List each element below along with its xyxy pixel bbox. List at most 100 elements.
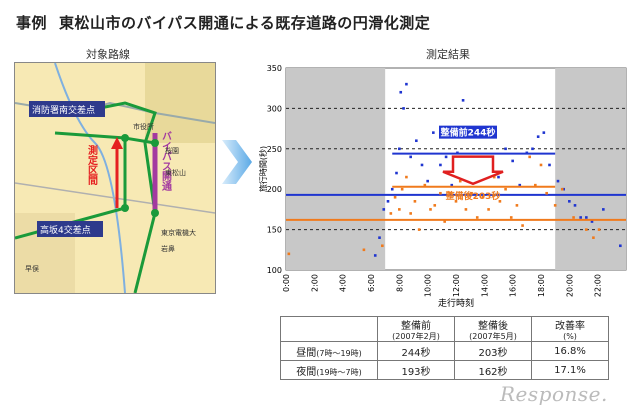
series-0-point [461,99,465,102]
place-label-6: 早俣 [25,264,39,273]
y-axis-label: 旅行時間(秒) [258,146,268,192]
map-road-green-2 [54,131,156,145]
series-0-point [439,163,442,167]
y-tick-label: 200 [267,185,282,194]
series-0-point [415,139,418,143]
series-0-point [531,147,534,151]
table-header-cell: 整備前 (2007年2月) [377,316,455,342]
series-0-point [390,187,394,191]
place-label-4: 東京電機大 [161,228,196,237]
series-0-point [405,82,408,86]
series-1-point [521,224,524,227]
map-area-patch [145,63,215,143]
table-cell: 162秒 [454,360,532,380]
series-1-point [449,191,452,195]
section-label: 測定区間 [86,144,98,186]
map-node-1 [121,134,129,142]
series-1-point [393,195,397,199]
x-tick-label: 10:00 [424,274,433,297]
series-1-point [487,208,490,211]
night-shade-0 [286,68,386,270]
series-0-point [432,131,435,134]
before-label-bg [439,125,497,139]
series-1-point [433,204,437,207]
series-0-point [556,179,560,183]
series-0-point [399,90,403,94]
series-0-point [386,200,390,203]
chevron-right-icon [222,140,252,184]
x-tick-label: 18:00 [537,274,546,297]
down-arrow-icon [442,155,504,186]
series-0-point [573,204,577,207]
bypass-label: バイパス開通 [160,131,172,192]
series-1-point [443,220,446,223]
place-label-3: 東松山 [165,168,186,177]
table-cell: 193秒 [377,360,455,380]
map-node-3 [121,204,129,212]
series-1-point [405,175,408,179]
fire-station-label-bg [29,101,105,117]
title-text: 東松山市のバイパス開通による既存道路の円滑化測定 [59,14,431,32]
series-1-point [492,175,496,179]
series-0-point [619,244,622,248]
series-1-point [592,236,595,239]
fire-station-label: 消防署南交差点 [32,104,95,116]
series-0-point [518,183,522,187]
series-1-point [423,183,427,187]
series-1-point [475,216,479,219]
series-0-point [511,159,514,163]
results-table: 整備前 (2007年2月) 整備後 (2007年5月) 改善率 (%) 昼間(7時〜1… [280,316,609,380]
y-tick-label: 300 [267,104,282,113]
x-tick-label: 4:00 [339,274,348,292]
series-1-point [553,204,557,207]
series-1-point [504,187,507,191]
x-tick-label: 22:00 [594,274,603,297]
table-row: 夜間(19時〜7時) 193秒 162秒 17.1% [280,360,609,380]
series-1-point [464,208,468,211]
map-node-4 [151,209,159,217]
series-1-point [528,155,531,159]
place-label-2: 桜園 [165,146,179,155]
x-tick-label: 0:00 [282,274,291,292]
series-0-point [426,179,429,183]
map-canvas: 消防署南交差点 高坂4交差点 測定区間 バイパス開通 市役所 桜園 東松山 東京… [15,63,215,293]
place-label-1: 市役所 [133,122,154,131]
page-title: 事例 東松山市のバイパス開通による既存道路の円滑化測定 [16,12,430,33]
before-label: 整備前244秒 [440,127,496,139]
series-1-point [413,200,417,203]
table-header-cell [280,316,378,342]
series-0-point [373,254,377,257]
map-road-green [74,101,157,293]
series-1-point [362,248,366,252]
series-1-point [409,212,412,215]
series-0-point [562,187,565,191]
series-1-point [417,228,421,231]
series-0-point [568,200,571,203]
series-1-point [389,212,393,215]
series-1-point [287,252,291,256]
series-0-point [497,175,500,179]
y-tick-label: 100 [267,266,282,275]
map-railway [15,182,215,214]
x-tick-label: 2:00 [310,274,319,292]
x-axis-label: 走行時刻 [438,297,474,308]
series-1-point [398,208,401,211]
place-label-5: 岩鼻 [161,244,175,253]
y-tick-label: 350 [267,64,282,73]
after-label: 整備後203秒 [445,190,501,202]
series-1-point [560,187,564,191]
y-tick-label: 250 [267,145,282,154]
series-1-point [429,208,432,211]
table-header-cell: 改善率 (%) [531,316,609,342]
series-1-point [400,187,404,191]
table-row-label: 夜間(19時〜7時) [280,360,378,380]
x-tick-label: 14:00 [480,274,489,297]
watermark-logo: Response. [500,382,608,406]
series-1-point [470,191,473,195]
x-tick-label: 8:00 [395,274,404,292]
series-1-point [498,200,502,203]
table-header-row: 整備前 (2007年2月) 整備後 (2007年5月) 改善率 (%) [280,316,609,342]
series-0-point [450,183,454,187]
series-0-point [548,163,551,167]
table-cell: 16.8% [531,341,609,361]
